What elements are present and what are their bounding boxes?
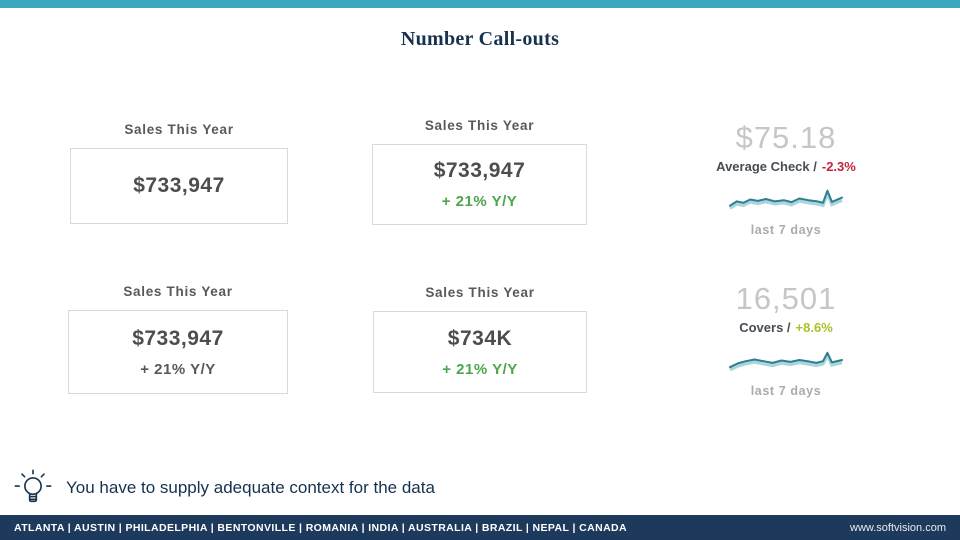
kpi-delta: + 21% Y/Y: [441, 193, 518, 210]
kpi-value-box: $733,947 + 21% Y/Y: [68, 310, 288, 394]
callout-label: Average Check /: [716, 159, 817, 174]
callout-label: Covers /: [739, 320, 791, 335]
takeaway-text: You have to supply adequate context for …: [66, 478, 435, 497]
kpi-value-box: $733,947: [70, 148, 288, 224]
callout-delta: -2.3%: [821, 159, 856, 174]
sparkline-chart: [729, 188, 843, 210]
kpi-value-box: $733,947 + 21% Y/Y: [372, 144, 587, 225]
kpi-value: $733,947: [132, 326, 224, 350]
kpi-card-with-delta: Sales This Year $733,947 + 21% Y/Y: [372, 117, 587, 225]
kpi-delta: + 21% Y/Y: [140, 360, 216, 378]
kpi-card-gray-delta: Sales This Year $733,947 + 21% Y/Y: [68, 283, 288, 394]
callout-label-line: Average Check / -2.3%: [691, 159, 881, 174]
sparkline-chart: [729, 351, 843, 372]
kpi-delta: + 21% Y/Y: [442, 360, 518, 378]
kpi-card-value-only: Sales This Year $733,947: [70, 121, 288, 224]
page-title: Number Call-outs: [400, 28, 560, 50]
kpi-card-rounded-value: Sales This Year $734K + 21% Y/Y: [373, 284, 587, 393]
kpi-value: $734K: [447, 326, 513, 350]
callout-label-line: Covers / +8.6%: [691, 320, 881, 335]
callout-value: $75.18: [735, 120, 837, 155]
kpi-card-header: Sales This Year: [123, 284, 233, 299]
takeaway-note: You have to supply adequate context for …: [12, 467, 435, 509]
kpi-value: $733,947: [433, 159, 526, 182]
callout-caption: last 7 days: [750, 384, 822, 398]
callout-value: 16,501: [735, 281, 837, 316]
callout-delta: +8.6%: [795, 320, 833, 335]
footer-website: www.softvision.com: [850, 521, 946, 534]
callout-covers: 16,501 Covers / +8.6% last 7 days: [691, 282, 881, 398]
footer-locations: ATLANTA | AUSTIN | PHILADELPHIA | BENTON…: [14, 521, 628, 534]
footer-bar: ATLANTA | AUSTIN | PHILADELPHIA | BENTON…: [0, 515, 960, 540]
callout-caption: last 7 days: [750, 223, 822, 237]
lightbulb-icon: [14, 469, 52, 503]
top-accent-bar: [0, 0, 960, 8]
kpi-card-header: Sales This Year: [424, 118, 535, 133]
kpi-card-header: Sales This Year: [425, 285, 535, 300]
kpi-value-box: $734K + 21% Y/Y: [373, 311, 587, 393]
callout-average-check: $75.18 Average Check / -2.3% last 7 days: [691, 120, 881, 238]
kpi-card-header: Sales This Year: [124, 122, 234, 137]
kpi-value: $733,947: [133, 174, 225, 197]
